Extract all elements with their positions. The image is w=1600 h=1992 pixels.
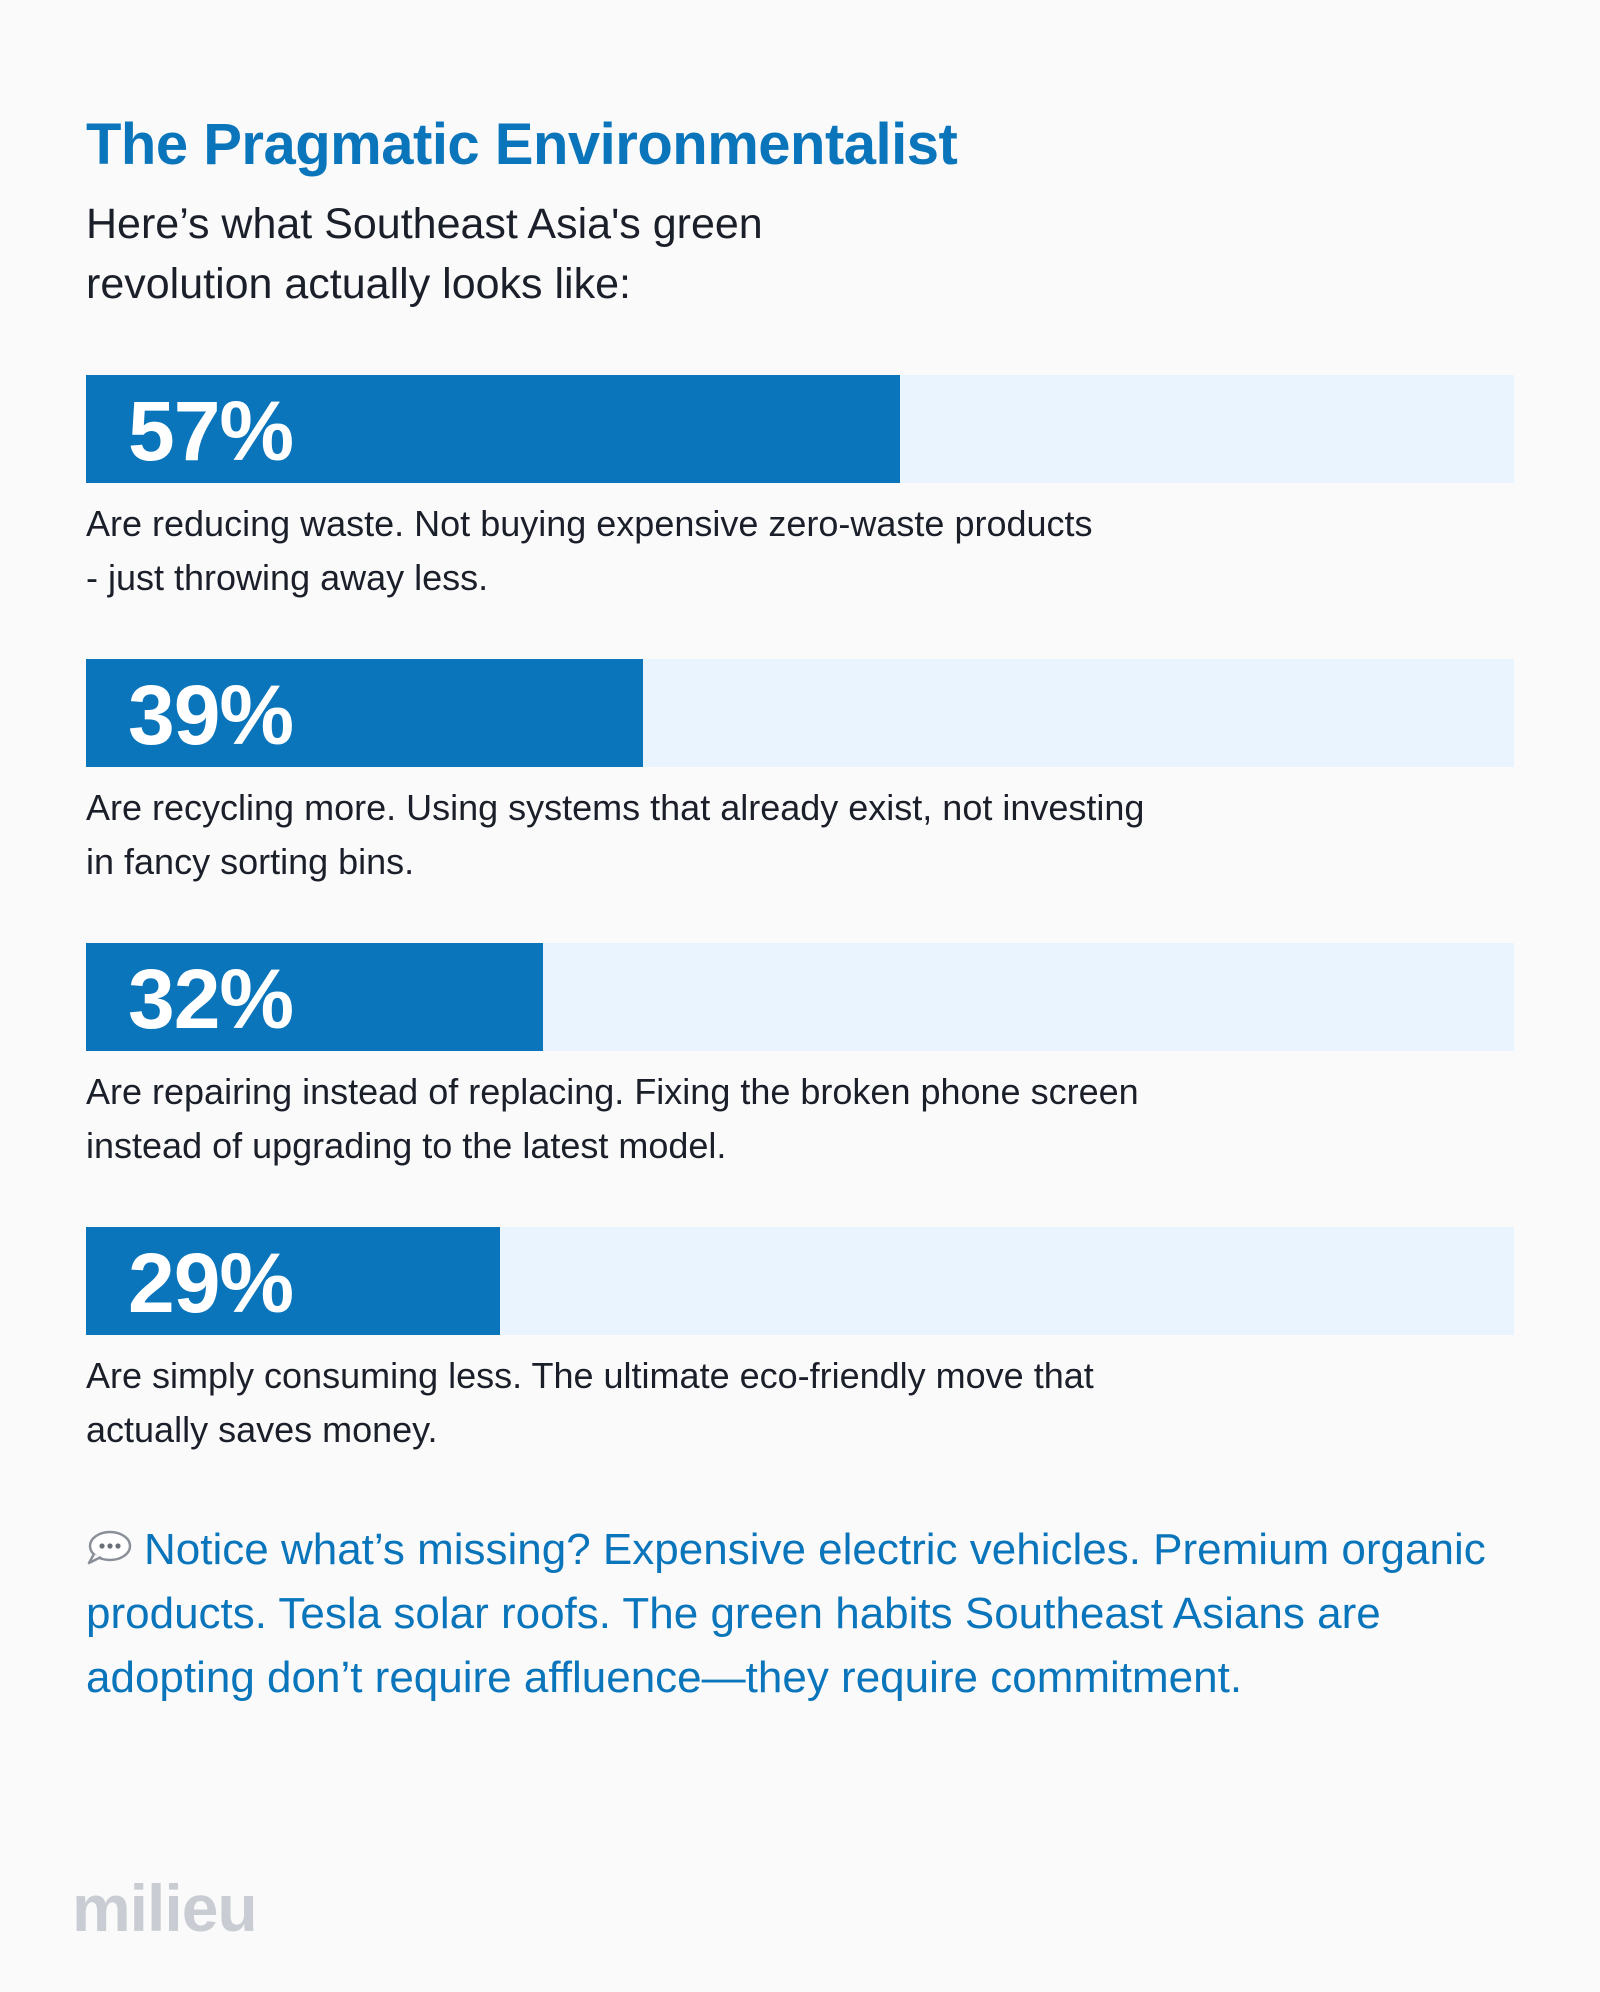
stat-item: 32% Are repairing instead of replacing. … bbox=[86, 943, 1514, 1173]
stat-item: 29% Are simply consuming less. The ultim… bbox=[86, 1227, 1514, 1457]
stat-item: 39% Are recycling more. Using systems th… bbox=[86, 659, 1514, 889]
page-title: The Pragmatic Environmentalist bbox=[86, 112, 958, 177]
bar-track: 29% bbox=[86, 1227, 1514, 1335]
percent-label: 57% bbox=[128, 384, 294, 478]
stat-item: 57% Are reducing waste. Not buying expen… bbox=[86, 375, 1514, 605]
bar-fill bbox=[86, 1227, 500, 1335]
takeaway-note: Notice what’s missing? Expensive electri… bbox=[86, 1518, 1506, 1710]
bar-track: 32% bbox=[86, 943, 1514, 1051]
percent-label: 29% bbox=[128, 1236, 294, 1330]
bar-fill bbox=[86, 375, 900, 483]
bar-fill bbox=[86, 659, 643, 767]
brand-logo: milieu bbox=[72, 1871, 258, 1945]
bar-fill bbox=[86, 943, 543, 1051]
percent-label: 39% bbox=[128, 668, 294, 762]
stat-description: Are reducing waste. Not buying expensive… bbox=[86, 503, 1093, 598]
speech-bubble-icon bbox=[86, 1530, 132, 1566]
bar-track: 57% bbox=[86, 375, 1514, 483]
note-text: Notice what’s missing? Expensive electri… bbox=[86, 1525, 1486, 1702]
bar-track: 39% bbox=[86, 659, 1514, 767]
stat-description: Are recycling more. Using systems that a… bbox=[86, 787, 1145, 882]
stat-description: Are repairing instead of replacing. Fixi… bbox=[86, 1071, 1139, 1166]
percent-label: 32% bbox=[128, 952, 294, 1046]
stat-description: Are simply consuming less. The ultimate … bbox=[86, 1355, 1094, 1450]
subtitle: Here’s what Southeast Asia's green revol… bbox=[86, 200, 763, 308]
